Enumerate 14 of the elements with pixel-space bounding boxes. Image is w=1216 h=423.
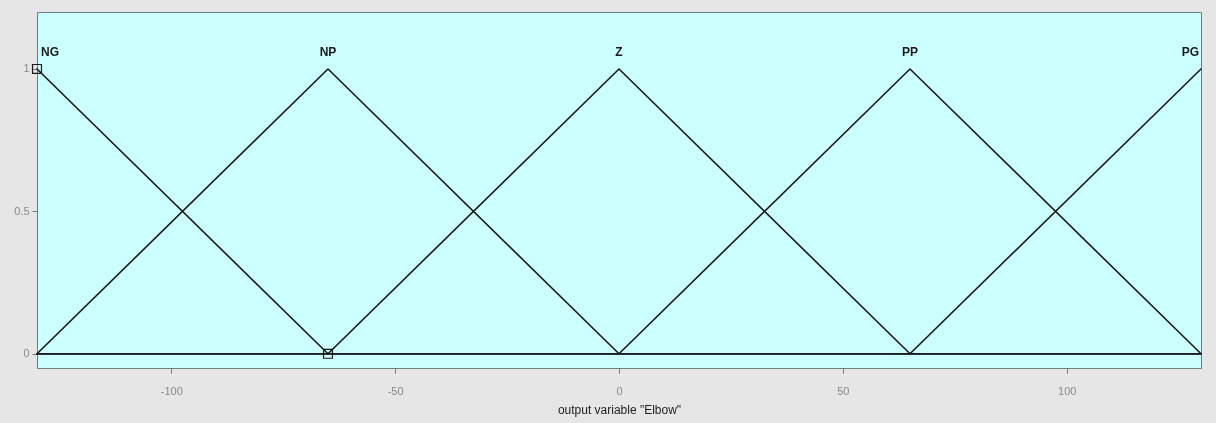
series-label: NP: [319, 44, 337, 59]
x-tick-label: 50: [837, 384, 850, 397]
series-label: NG: [41, 44, 59, 59]
y-tick-label: 0.5: [14, 204, 30, 217]
y-tick-label: 1: [23, 62, 30, 75]
series-label: Z: [615, 44, 623, 59]
x-tick-label: -100: [160, 384, 183, 397]
x-tick-label: 0: [616, 384, 623, 397]
x-tick-label: 100: [1058, 384, 1077, 397]
series-label: PP: [901, 44, 919, 59]
x-tick-label: -50: [387, 384, 404, 397]
x-axis-title: output variable "Elbow": [557, 402, 682, 417]
series-label: PG: [1181, 44, 1199, 59]
y-tick-label: 0: [23, 347, 30, 360]
